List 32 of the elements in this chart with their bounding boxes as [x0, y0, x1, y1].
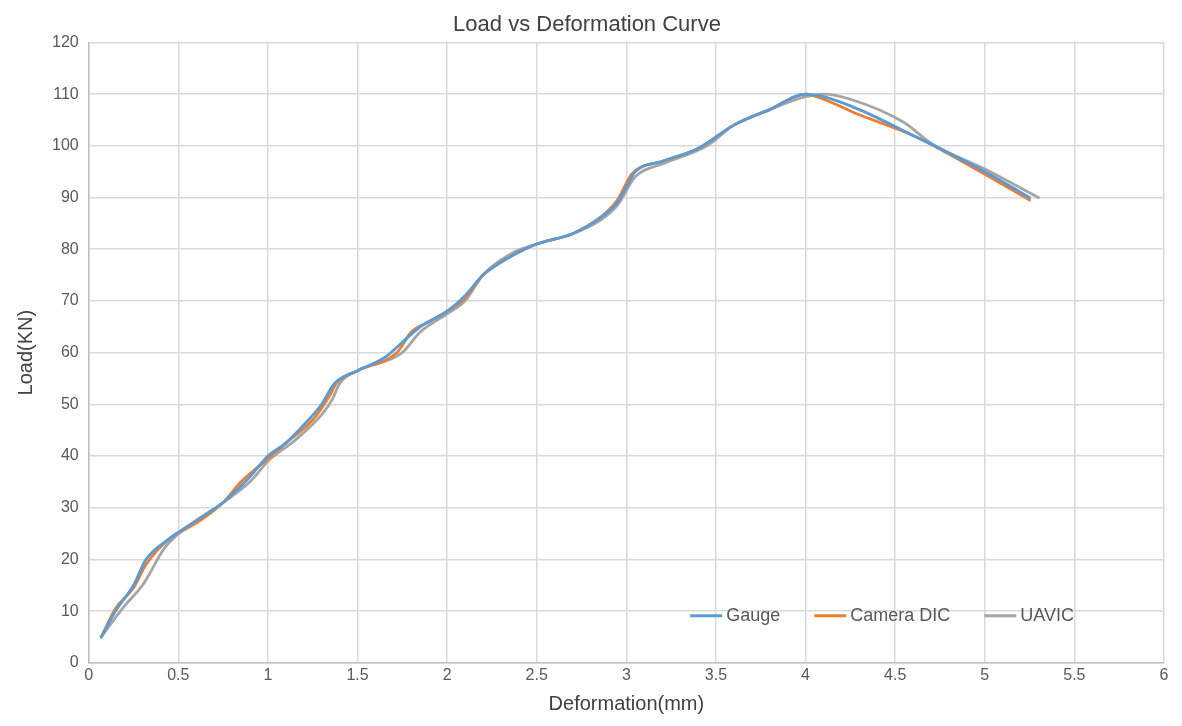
x-tick-label: 0.5: [167, 665, 190, 683]
y-tick-label: 0: [69, 653, 79, 671]
legend-label: UAVIC: [1020, 604, 1075, 625]
x-tick-label: 2: [442, 665, 452, 683]
y-axis-title: Load(KN): [13, 309, 36, 396]
y-tick-label: 40: [60, 446, 79, 464]
x-tick-label: 3: [621, 665, 631, 683]
y-tick-label: 30: [60, 498, 79, 516]
x-tick-label: 5.5: [1063, 665, 1086, 683]
y-tick-label: 90: [60, 187, 79, 205]
x-tick-label: 4: [801, 665, 811, 683]
y-tick-label: 80: [60, 239, 79, 257]
y-tick-label: 50: [60, 394, 79, 412]
x-tick-label: 2.5: [525, 665, 548, 683]
x-axis-title: Deformation(mm): [548, 691, 705, 714]
y-tick-label: 110: [53, 84, 79, 102]
x-tick-label: 5: [980, 665, 990, 683]
y-tick-label: 120: [51, 32, 79, 50]
x-tick-label: 1: [263, 665, 273, 683]
x-tick-label: 6: [1159, 665, 1169, 683]
x-tick-label: 4.5: [884, 665, 907, 683]
y-tick-label: 100: [51, 136, 79, 154]
y-tick-label: 70: [60, 291, 79, 309]
chart-title: Load vs Deformation Curve: [453, 11, 721, 37]
y-tick-label: 60: [60, 343, 79, 361]
y-tick-label: 20: [60, 549, 79, 567]
legend-label: Camera DIC: [850, 604, 951, 625]
x-tick-label: 3.5: [704, 665, 728, 683]
legend-label: Gauge: [726, 604, 781, 625]
x-tick-label: 0: [84, 665, 94, 683]
x-tick-label: 1.5: [346, 665, 369, 683]
y-tick-label: 10: [60, 601, 79, 619]
